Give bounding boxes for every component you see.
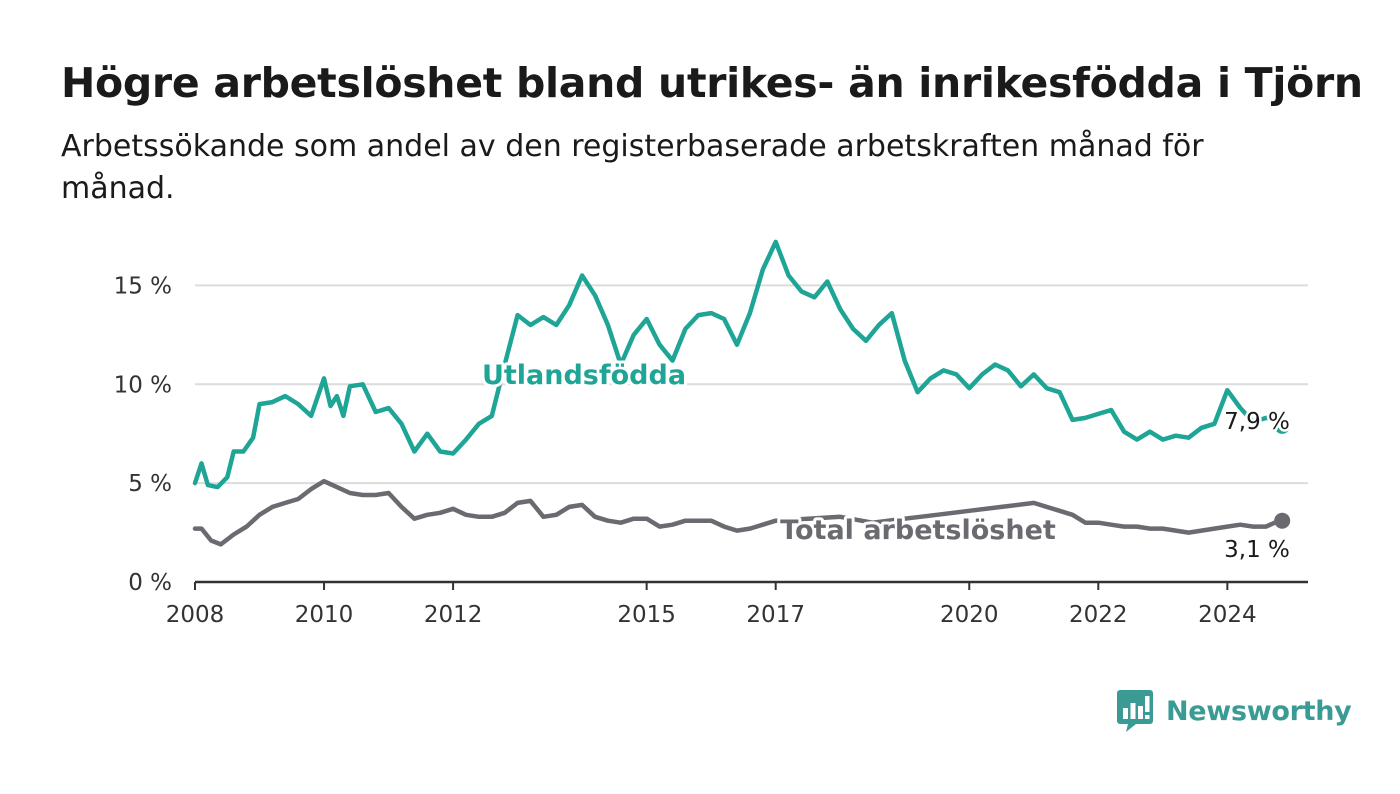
- brand-name: Newsworthy: [1166, 695, 1352, 727]
- end-label-utlandsfodda: 7,9 %: [1224, 409, 1290, 435]
- x-tick-label: 2015: [617, 602, 676, 628]
- series-name-utlandsfodda: Utlandsfödda: [482, 360, 686, 391]
- chart-title: Högre arbetslöshet bland utrikes- än inr…: [61, 59, 1363, 107]
- x-tick-label: 2010: [295, 602, 354, 628]
- series-lines: [192, 239, 1291, 547]
- series-line-total-arbetsloshet: [192, 478, 1285, 547]
- newsworthy-brand[interactable]: Newsworthy: [1116, 688, 1352, 734]
- series-name-total-arbetsloshet: Total arbetslöshet: [780, 515, 1056, 546]
- end-point-total-arbetsloshet: [1274, 512, 1291, 529]
- x-tick-label: 2020: [940, 602, 999, 628]
- y-tick-label: 0 %: [128, 570, 172, 596]
- y-tick-label: 5 %: [128, 471, 172, 497]
- end-point-utlandsfodda: [1274, 417, 1291, 434]
- x-tick-label: 2024: [1198, 602, 1257, 628]
- chart-bubble-icon: [1117, 690, 1153, 732]
- y-tick-label: 15 %: [114, 273, 172, 299]
- chart-subtitle: Arbetssökande som andel av den registerb…: [61, 129, 1204, 206]
- end-label-total-arbetsloshet: 3,1 %: [1224, 537, 1290, 563]
- series-line-utlandsfodda: [192, 239, 1285, 490]
- y-axis-tick-labels: 0 % 5 % 10 % 15 %: [114, 273, 172, 596]
- line-chart: 0 %5 %10 %15 % 2008 2010 2012 2015 2017 2020 2…: [114, 239, 1308, 628]
- grid-lines: [195, 284, 1308, 485]
- x-tick-label: 2017: [746, 602, 805, 628]
- y-tick-label: 10 %: [114, 372, 172, 398]
- x-tick-label: 2012: [424, 602, 483, 628]
- series-labels: Utlandsfödda Total arbetslöshet 7,9 % 3,1 %: [479, 357, 1292, 566]
- x-axis-tick-labels: 2008 2010 2012 2015 2017 2020 2022 2024: [166, 582, 1257, 628]
- x-tick-label: 2022: [1069, 602, 1128, 628]
- x-tick-label: 2008: [166, 602, 225, 628]
